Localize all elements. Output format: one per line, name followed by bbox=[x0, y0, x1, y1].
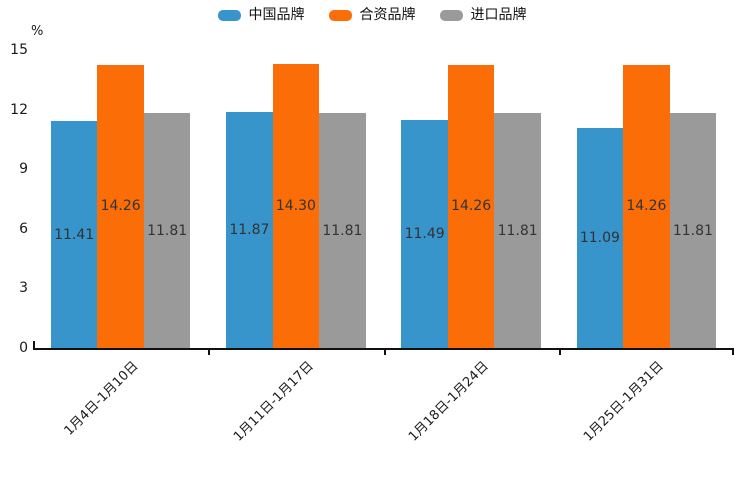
legend-swatch-icon bbox=[439, 9, 463, 21]
x-axis-tick bbox=[208, 348, 211, 355]
legend-item-2[interactable]: 进口品牌 bbox=[439, 7, 527, 23]
legend-swatch-icon bbox=[217, 9, 241, 21]
legend-swatch-icon bbox=[328, 9, 352, 21]
legend-item-0[interactable]: 中国品牌 bbox=[217, 7, 305, 23]
y-tick-label: 15 bbox=[10, 42, 28, 58]
bar-value-label: 11.81 bbox=[147, 222, 188, 239]
legend-item-1[interactable]: 合资品牌 bbox=[328, 7, 416, 23]
bar-value-label: 14.26 bbox=[100, 198, 141, 215]
legend: 中国品牌 合资品牌 进口品牌 bbox=[0, 7, 744, 23]
bar-value-label: 11.81 bbox=[497, 222, 538, 239]
bar-合资品牌-3 bbox=[623, 64, 670, 348]
bar-合资品牌-1 bbox=[272, 63, 320, 348]
bar-value-label: 11.09 bbox=[579, 229, 620, 246]
y-tick-label: 3 bbox=[19, 280, 28, 297]
bar-合资品牌-0 bbox=[97, 64, 144, 348]
bar-中国品牌-1 bbox=[226, 112, 273, 348]
legend-item-label: 合资品牌 bbox=[359, 7, 416, 23]
legend-item-label: 进口品牌 bbox=[470, 7, 527, 23]
x-axis-tick bbox=[383, 348, 386, 355]
y-tick-label: 9 bbox=[19, 161, 28, 178]
x-tick-label: 1月11日-1月17日 bbox=[230, 358, 317, 445]
bar-value-label: 11.41 bbox=[54, 226, 95, 243]
y-tick-label: 6 bbox=[19, 220, 28, 237]
y-axis-unit-label: % bbox=[31, 24, 44, 39]
y-tick-label: 0 bbox=[19, 340, 28, 356]
bar-value-label: 14.26 bbox=[451, 198, 492, 215]
x-tick-label: 1月25日-1月31日 bbox=[581, 358, 667, 445]
x-axis-tick bbox=[732, 348, 734, 355]
bar-value-label: 11.81 bbox=[672, 222, 713, 239]
bar-value-label: 11.87 bbox=[229, 222, 270, 239]
bar-中国品牌-0 bbox=[50, 121, 98, 348]
bar-进口品牌-0 bbox=[143, 113, 191, 348]
bar-value-label: 14.30 bbox=[275, 197, 316, 214]
bar-进口品牌-1 bbox=[319, 113, 366, 348]
y-tick-label: 12 bbox=[10, 101, 28, 118]
x-axis-left-endcap bbox=[33, 341, 35, 348]
plot-area: 11.41 14.26 11.81 11.87 14.30 11.81 11.49 14.26… bbox=[33, 50, 734, 355]
x-axis-tick bbox=[558, 348, 561, 355]
bar-合资品牌-2 bbox=[447, 64, 495, 348]
x-tick-label: 1月4日-1月10日 bbox=[61, 358, 142, 439]
legend-item-label: 中国品牌 bbox=[248, 7, 305, 23]
bar-value-label: 11.49 bbox=[404, 225, 445, 242]
bar-中国品牌-2 bbox=[401, 119, 448, 348]
bar-value-label: 14.26 bbox=[626, 198, 667, 215]
bar-value-label: 11.81 bbox=[322, 222, 363, 239]
bar-进口品牌-3 bbox=[669, 113, 717, 348]
bar-中国品牌-3 bbox=[576, 127, 624, 348]
bar-进口品牌-2 bbox=[494, 113, 541, 348]
x-tick-label: 1月18日-1月24日 bbox=[405, 358, 492, 445]
